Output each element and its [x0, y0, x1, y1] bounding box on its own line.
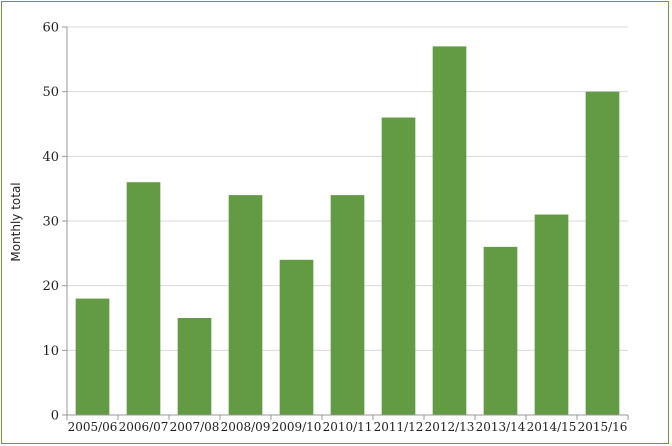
x-tick-label: 2010/11	[323, 420, 373, 434]
x-tick-label: 2008/09	[221, 420, 271, 434]
x-tick-label: 2005/06	[68, 420, 118, 434]
bar-2014-15	[534, 214, 569, 415]
bar-2011-12	[381, 117, 416, 416]
x-tick-label: 2012/13	[425, 420, 475, 434]
x-tick-label: 2009/10	[272, 420, 322, 434]
y-tick-label: 10	[42, 344, 59, 359]
y-tick-label: 0	[51, 409, 59, 424]
x-tick-label: 2014/15	[527, 420, 577, 434]
y-tick-labels: 0 10 20 30 40 50 60	[42, 21, 59, 424]
axes	[62, 26, 629, 420]
bar-2012-13	[432, 46, 467, 416]
bar-2006-07	[126, 182, 161, 415]
bar-2007-08	[177, 318, 212, 415]
gridlines	[67, 26, 628, 351]
y-tick-label: 60	[42, 21, 59, 36]
y-tick-label: 40	[42, 150, 59, 165]
bars	[75, 46, 620, 416]
x-tick-label: 2007/08	[170, 420, 220, 434]
bar-2013-14	[483, 246, 518, 415]
y-axis-title: Monthly total	[9, 182, 23, 261]
x-tick-label: 2011/12	[374, 420, 424, 434]
x-tick-label: 2015/16	[578, 420, 628, 434]
bar-2010-11	[330, 195, 365, 415]
bar-2005-06	[75, 298, 110, 415]
x-tick-label: 2006/07	[119, 420, 169, 434]
y-tick-label: 20	[42, 279, 59, 294]
bar-2015-16	[585, 91, 620, 416]
x-tick-label: 2013/14	[476, 420, 526, 434]
y-tick-label: 30	[42, 215, 59, 230]
y-tick-label: 50	[42, 85, 59, 100]
bar-2009-10	[279, 259, 314, 415]
x-tick-labels: 2005/06 2006/07 2007/08 2008/09 2009/10 2010/…	[68, 420, 628, 434]
bar-2008-09	[228, 195, 263, 415]
